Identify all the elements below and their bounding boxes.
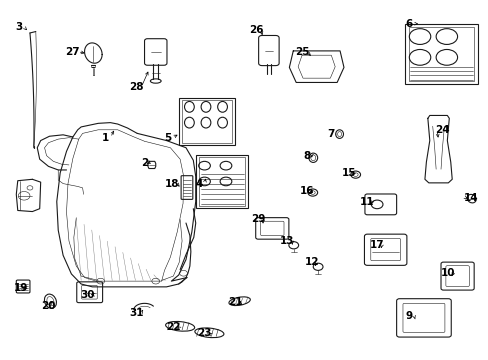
Text: 3: 3: [16, 22, 23, 32]
Text: 20: 20: [41, 301, 56, 311]
Text: 27: 27: [65, 46, 80, 57]
Text: 21: 21: [228, 297, 243, 307]
Text: 18: 18: [165, 179, 179, 189]
Text: 22: 22: [166, 322, 180, 332]
Text: 7: 7: [327, 129, 334, 139]
Text: 24: 24: [434, 125, 448, 135]
Text: 14: 14: [463, 193, 478, 203]
Text: 16: 16: [299, 186, 313, 197]
Text: 4: 4: [196, 179, 203, 189]
Text: 6: 6: [405, 19, 412, 29]
Text: 19: 19: [14, 283, 28, 293]
Text: 12: 12: [304, 257, 318, 267]
Text: 5: 5: [163, 133, 171, 143]
Text: 25: 25: [294, 46, 308, 57]
Text: 31: 31: [129, 308, 143, 318]
Text: 17: 17: [369, 239, 384, 249]
Text: 1: 1: [102, 133, 109, 143]
Text: 30: 30: [80, 290, 95, 300]
Text: 29: 29: [250, 214, 265, 224]
Text: 23: 23: [197, 328, 211, 338]
Text: 13: 13: [280, 236, 294, 246]
Text: 26: 26: [248, 25, 263, 35]
Text: 2: 2: [141, 158, 148, 168]
Text: 9: 9: [405, 311, 412, 321]
Text: 11: 11: [359, 197, 374, 207]
Text: 8: 8: [303, 150, 310, 161]
Text: 15: 15: [342, 168, 356, 178]
Text: 10: 10: [440, 268, 455, 278]
Text: 28: 28: [129, 82, 143, 93]
